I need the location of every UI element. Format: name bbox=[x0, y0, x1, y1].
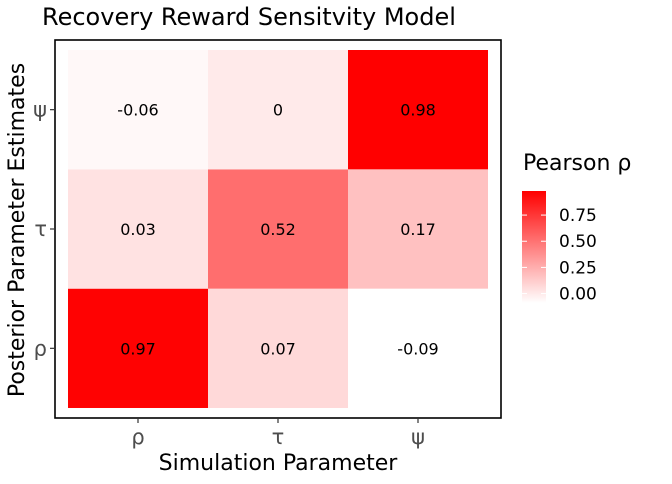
y-tick-label: ρ bbox=[34, 336, 47, 360]
x-tick-label: τ bbox=[272, 425, 285, 449]
cell-value-label: 0 bbox=[273, 101, 283, 120]
heatmap-cell-labels: 0.97 0.07 -0.09 0.03 0.52 0.17 -0.06 0 0.98 bbox=[117, 101, 438, 359]
y-axis-ticks: ρ τ ψ bbox=[33, 98, 55, 360]
heatmap-cell bbox=[208, 50, 348, 170]
cell-value-label: 0.97 bbox=[120, 339, 156, 358]
legend-ticks: 0.75 0.50 0.25 0.00 bbox=[522, 206, 597, 305]
cell-value-label: 0.07 bbox=[260, 339, 296, 358]
x-axis-title: Simulation Parameter bbox=[159, 451, 399, 476]
cell-value-label: 0.52 bbox=[260, 220, 296, 239]
cell-value-label: -0.06 bbox=[117, 101, 158, 120]
heatmap-cell bbox=[68, 169, 208, 289]
cell-value-label: 0.98 bbox=[400, 101, 436, 120]
heatmap-cell bbox=[68, 288, 208, 408]
legend-color-bar bbox=[522, 191, 546, 303]
legend-tick-label: 0.50 bbox=[559, 232, 597, 252]
cell-value-label: 0.17 bbox=[400, 220, 436, 239]
cell-value-label: 0.03 bbox=[120, 220, 156, 239]
heatmap-cell bbox=[348, 169, 488, 289]
heatmap-cells bbox=[68, 50, 488, 408]
y-axis-title: Posterior Parameter Estimates bbox=[5, 63, 30, 397]
heatmap-cell bbox=[68, 50, 208, 170]
y-tick-label: τ bbox=[34, 217, 47, 241]
chart-title: Recovery Reward Sensitvity Model bbox=[42, 3, 456, 31]
heatmap-cell bbox=[348, 50, 488, 170]
legend-tick-label: 0.25 bbox=[559, 258, 597, 278]
legend-title: Pearson ρ bbox=[523, 151, 631, 176]
heatmap-cell bbox=[208, 288, 348, 408]
cell-value-label: -0.09 bbox=[397, 339, 438, 358]
heatmap-cell bbox=[348, 288, 488, 408]
x-tick-label: ψ bbox=[411, 425, 425, 449]
color-legend: Pearson ρ 0.75 0.50 0.25 0.00 bbox=[522, 151, 631, 305]
legend-tick-label: 0.75 bbox=[559, 206, 597, 226]
heatmap-cell bbox=[208, 169, 348, 289]
y-tick-label: ψ bbox=[33, 98, 47, 122]
x-tick-label: ρ bbox=[131, 425, 144, 449]
legend-tick-label: 0.00 bbox=[559, 285, 597, 305]
